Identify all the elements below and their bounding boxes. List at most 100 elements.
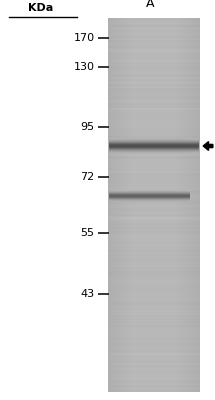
Bar xyxy=(125,18,126,392)
Bar xyxy=(108,234,200,235)
Bar xyxy=(108,112,200,113)
Bar xyxy=(108,94,200,95)
Bar xyxy=(108,33,200,34)
Bar xyxy=(108,136,200,138)
Bar xyxy=(108,228,200,229)
Bar xyxy=(108,357,200,358)
Bar xyxy=(177,18,178,392)
Bar xyxy=(108,347,200,348)
Text: 95: 95 xyxy=(80,122,95,132)
Bar xyxy=(108,370,200,371)
Bar xyxy=(108,364,200,366)
Bar xyxy=(108,304,200,305)
Bar xyxy=(108,191,200,192)
Bar xyxy=(108,129,200,130)
FancyArrow shape xyxy=(203,142,213,150)
Bar xyxy=(108,231,200,232)
Bar xyxy=(108,224,200,225)
Bar xyxy=(108,148,200,149)
Bar xyxy=(108,185,200,186)
Bar xyxy=(108,134,200,135)
Bar xyxy=(108,68,200,69)
Bar xyxy=(108,382,200,383)
Bar xyxy=(108,86,200,88)
Bar xyxy=(108,74,200,75)
Bar xyxy=(108,356,200,357)
Bar xyxy=(108,246,200,247)
Bar xyxy=(187,18,188,392)
Text: 43: 43 xyxy=(80,289,95,299)
Bar xyxy=(108,221,200,222)
Bar xyxy=(108,114,200,115)
Bar xyxy=(108,24,200,26)
Bar xyxy=(108,342,200,343)
Bar xyxy=(108,82,200,83)
Bar xyxy=(179,18,180,392)
Bar xyxy=(108,254,200,255)
Bar xyxy=(108,92,200,93)
Bar xyxy=(108,154,200,155)
Bar xyxy=(108,50,200,52)
Bar xyxy=(108,60,200,62)
Bar xyxy=(108,36,200,37)
Bar xyxy=(108,174,200,175)
Bar xyxy=(113,18,114,392)
Bar xyxy=(108,144,200,145)
Bar xyxy=(108,256,200,257)
Bar xyxy=(108,281,200,282)
Bar xyxy=(124,18,125,392)
Bar xyxy=(108,98,200,99)
Bar xyxy=(108,301,200,302)
Bar xyxy=(108,181,200,182)
Bar xyxy=(108,327,200,328)
Bar xyxy=(108,159,200,160)
Bar xyxy=(108,200,200,201)
Bar xyxy=(108,192,200,194)
Bar xyxy=(108,363,200,364)
Bar xyxy=(108,29,200,30)
Bar xyxy=(108,275,200,276)
Bar xyxy=(108,314,200,315)
Bar xyxy=(110,18,111,392)
Bar xyxy=(108,353,200,354)
Bar xyxy=(108,326,200,327)
Bar xyxy=(108,72,200,73)
Bar xyxy=(108,312,200,314)
Bar xyxy=(108,199,200,200)
Text: KDa: KDa xyxy=(28,3,54,13)
Bar xyxy=(108,383,200,384)
Bar xyxy=(108,261,200,262)
Bar xyxy=(108,218,200,219)
Bar xyxy=(108,126,200,128)
Bar xyxy=(188,18,190,392)
Bar xyxy=(108,70,200,72)
Bar xyxy=(178,18,179,392)
Bar xyxy=(108,240,200,241)
Bar xyxy=(108,30,200,32)
Bar xyxy=(108,252,200,254)
Bar xyxy=(108,262,200,264)
Bar xyxy=(108,27,200,28)
Bar xyxy=(108,151,200,153)
Bar xyxy=(108,308,200,310)
Bar xyxy=(108,350,200,351)
Bar xyxy=(108,100,200,102)
Bar xyxy=(108,186,200,188)
Bar xyxy=(186,18,187,392)
Bar xyxy=(108,113,200,114)
Bar xyxy=(108,38,200,39)
Bar xyxy=(108,324,200,325)
Bar xyxy=(108,295,200,296)
Bar xyxy=(108,179,200,180)
Bar xyxy=(108,44,200,46)
Bar xyxy=(108,124,200,125)
Bar xyxy=(199,18,200,392)
Bar xyxy=(108,189,200,190)
Bar xyxy=(108,26,200,27)
Bar xyxy=(108,43,200,44)
Text: 55: 55 xyxy=(81,228,95,238)
Bar xyxy=(194,18,195,392)
Bar xyxy=(118,18,119,392)
Bar xyxy=(108,158,200,159)
Bar xyxy=(111,18,112,392)
